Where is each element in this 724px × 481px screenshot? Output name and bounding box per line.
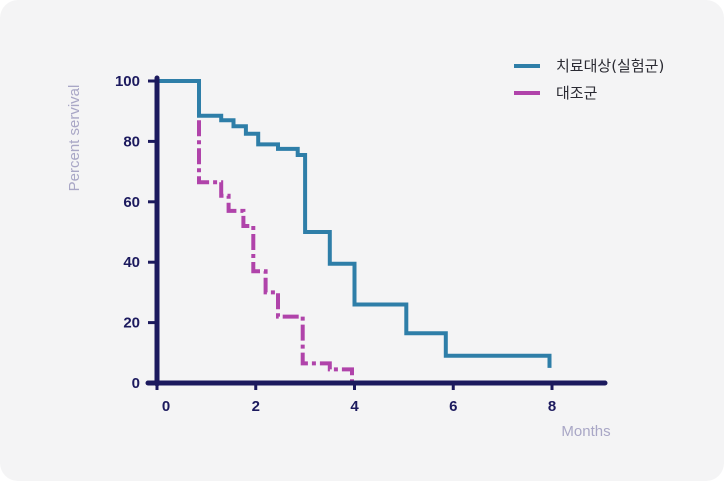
x-tick-label: 6 — [449, 398, 457, 415]
y-axis-title: Percent servival — [66, 85, 83, 192]
y-tick-label: 20 — [123, 315, 140, 332]
series-layer — [157, 79, 552, 382]
legend-label-control: 대조군 — [556, 84, 598, 102]
x-tick-label: 8 — [548, 398, 556, 415]
x-axis-title: Months — [561, 423, 610, 440]
series-line-0 — [157, 79, 552, 368]
x-tick-label: 2 — [252, 398, 260, 415]
x-tick-label: 0 — [162, 398, 170, 415]
y-tick-label: 80 — [123, 133, 140, 150]
x-tick-label: 4 — [350, 398, 359, 415]
legend: 치료대상(실험군) 대조군 — [514, 57, 664, 102]
legend-label-treatment: 치료대상(실험군) — [556, 57, 664, 75]
series-line-1 — [197, 120, 354, 382]
y-tick-label: 100 — [115, 73, 140, 90]
y-tick-label: 60 — [123, 194, 140, 211]
axis-layer — [145, 75, 608, 387]
y-tick-label: 0 — [132, 375, 140, 392]
y-tick-label: 40 — [123, 254, 140, 271]
tick-layer: 0 20 40 60 80 100 0 2 4 6 8 — [115, 73, 556, 415]
